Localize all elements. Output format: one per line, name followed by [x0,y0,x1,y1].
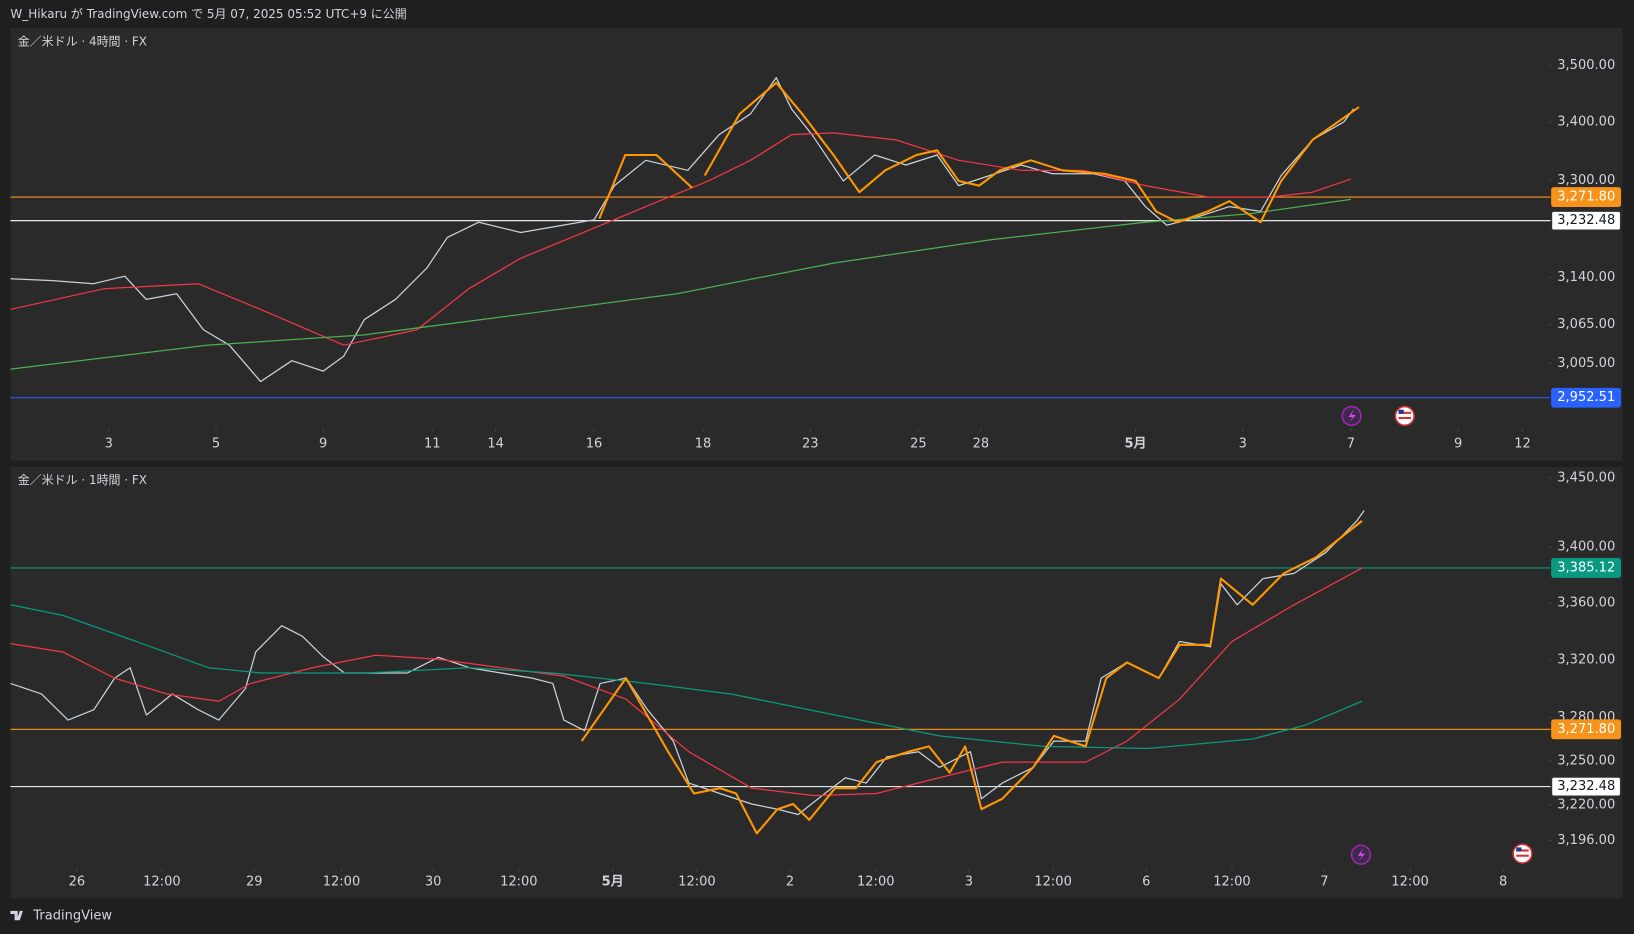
x-tick-label: 14 [487,437,504,452]
y-tick-label: 3,220.00 [1557,797,1615,812]
x-tick-label: 23 [802,437,819,452]
x-tick-label: 7 [1320,874,1328,889]
header-text: W_Hikaru が TradingView.com で 5月 07, 2025… [10,6,406,21]
series-line [10,132,1352,346]
price-label: 3,271.80 [1557,190,1615,205]
icons-bottom [1350,843,1533,865]
x-tick-label: 9 [1454,437,1462,452]
x-tick-label: 2 [786,874,794,889]
price-label-box [1551,387,1621,408]
x-tick-label: 5月 [1124,437,1146,452]
icons-top [1341,405,1415,427]
x-tick-label: 12:00 [1213,874,1251,889]
y-tick-label: 3,140.00 [1557,270,1615,285]
x-tick-label: 12:00 [857,874,895,889]
x-tick-label: 6 [1142,874,1150,889]
y-tick-label: 3,400.00 [1557,114,1615,129]
price-label: 3,232.48 [1557,779,1615,794]
price-label: 3,271.80 [1557,722,1615,737]
price-label-box [1551,719,1621,740]
x-tick-label: 3 [965,874,973,889]
y-tick-label: 3,250.00 [1557,753,1615,768]
pane-bottom [10,467,1623,899]
y-tick-label: 3,300.00 [1557,173,1615,188]
y-tick-label: 3,005.00 [1557,356,1615,371]
x-tick-label: 11 [424,437,441,452]
y-tick-label: 3,500.00 [1557,58,1615,73]
x-tick-label: 12 [1514,437,1531,452]
x-tick-label: 12:00 [678,874,716,889]
x-tick-label: 7 [1347,437,1355,452]
x-tick-label: 12:00 [143,874,181,889]
series-line [598,81,1360,224]
price-label-box [1551,187,1621,207]
series-line [10,604,1363,750]
price-label-box [1551,776,1621,797]
x-tick-label: 12:00 [323,874,361,889]
x-tick-label: 8 [1499,874,1507,889]
y-tick-label: 3,400.00 [1557,540,1615,555]
y-tick-label: 3,450.00 [1557,470,1615,485]
x-tick-label: 3 [1239,437,1247,452]
series-line [10,198,1351,370]
x-tick-label: 30 [425,874,442,889]
x-tick-label: 9 [319,437,327,452]
x-tick-label: 29 [246,874,263,889]
x-tick-label: 5 [212,437,220,452]
series-line [10,77,1355,383]
x-tick-label: 26 [69,874,86,889]
x-tick-label: 12:00 [1391,874,1429,889]
pane-title: 金／米ドル · 4時間 · FX [18,33,147,48]
pane-title: 金／米ドル · 1時間 · FX [18,472,147,487]
series-line [10,567,1363,797]
x-tick-label: 12:00 [500,874,538,889]
y-tick-label: 3,360.00 [1557,596,1615,611]
price-label-box [1551,558,1621,578]
x-tick-label: 12:00 [1034,874,1072,889]
x-tick-label: 5月 [602,874,624,889]
x-tick-label: 3 [105,437,113,452]
pane-top [10,28,1623,461]
series-line [580,520,1363,835]
y-tick-label: 3,065.00 [1557,317,1615,332]
price-label: 2,952.51 [1557,390,1615,405]
footer-brand: TradingView [32,909,112,924]
price-label: 3,385.12 [1557,560,1615,575]
footer-logo [10,910,23,921]
price-label-box [1551,210,1621,231]
y-tick-label: 3,320.00 [1557,653,1615,668]
x-tick-label: 28 [973,437,990,452]
x-tick-label: 18 [695,437,712,452]
x-tick-label: 25 [910,437,927,452]
price-label: 3,232.48 [1557,213,1615,228]
y-tick-label: 3,196.00 [1557,833,1615,848]
x-tick-label: 16 [586,437,603,452]
